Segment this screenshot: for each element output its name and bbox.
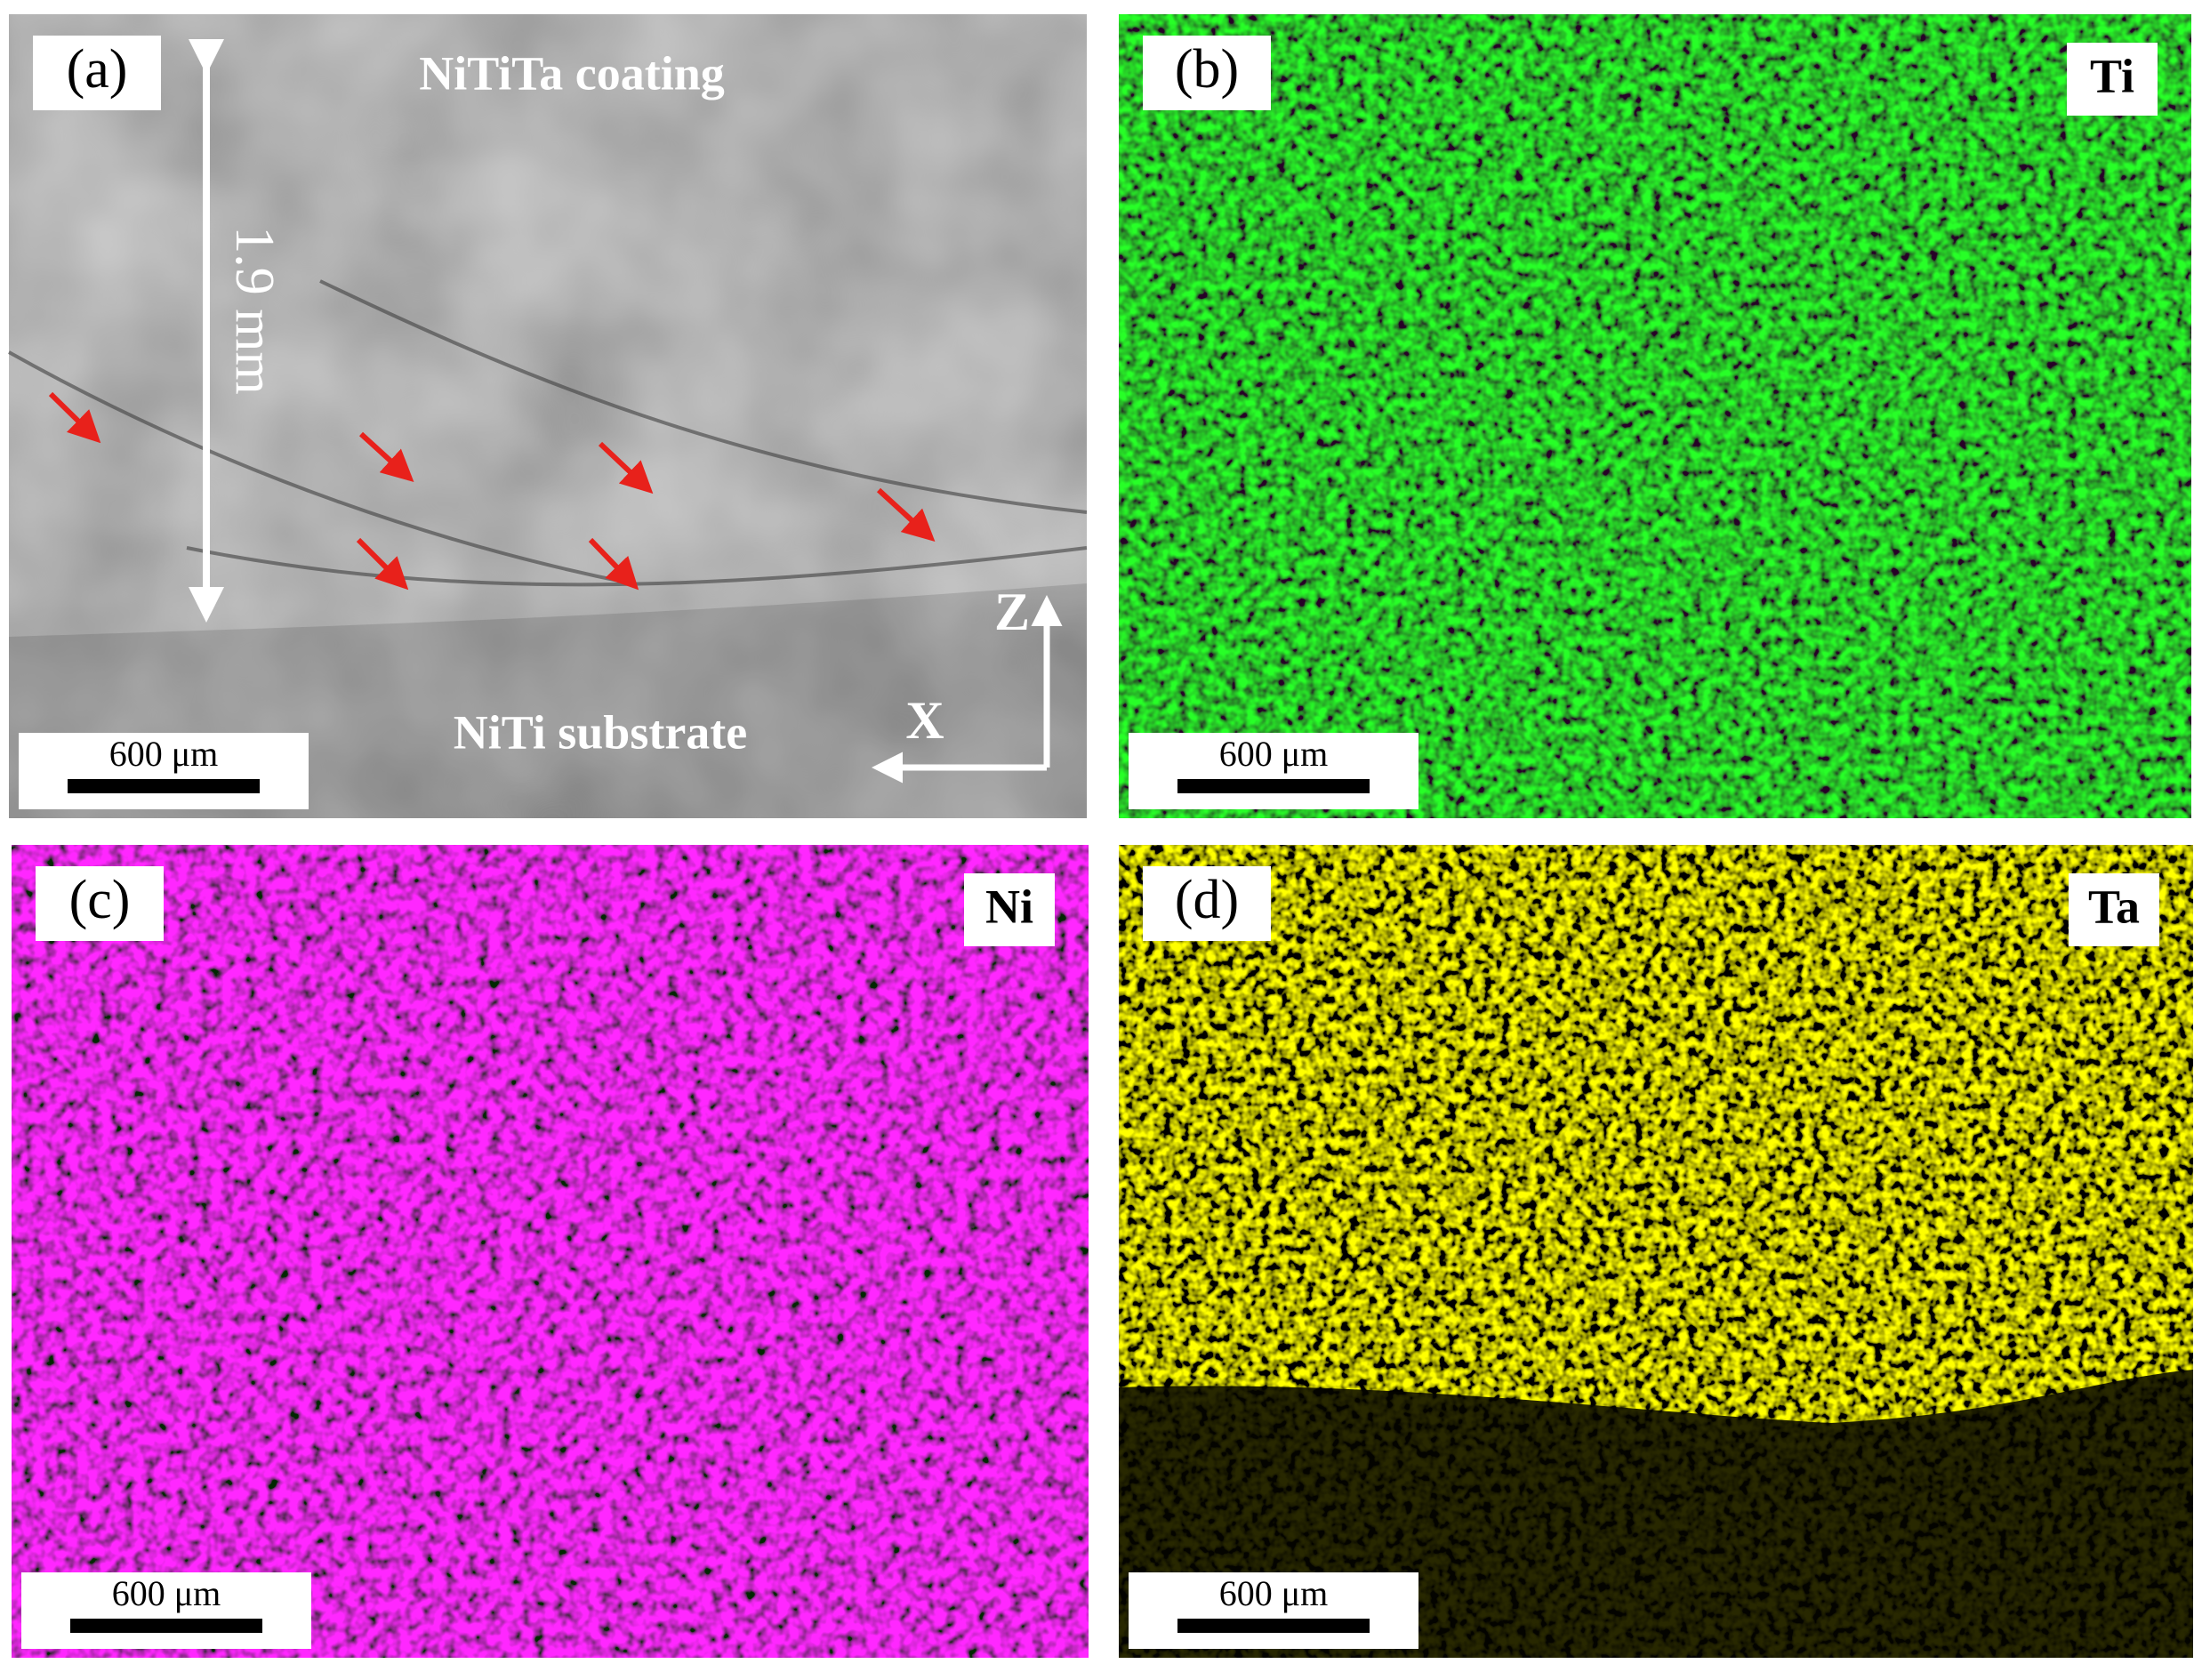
red-arrow	[358, 431, 414, 483]
label-box	[36, 866, 164, 941]
panel-label: (b)	[1175, 39, 1239, 100]
scale-bar-box	[21, 1572, 311, 1649]
x-axis-label: X	[905, 691, 944, 750]
substrate-label: NiTi substrate	[454, 705, 748, 759]
thickness-label: 1.9 mm	[224, 226, 285, 394]
melt-pool-boundary	[186, 546, 1088, 587]
red-arrow	[876, 487, 936, 543]
scale-bar-box	[19, 733, 309, 809]
label-box	[1143, 866, 1271, 941]
scale-bar-label: 600 μm	[109, 734, 219, 774]
scale-bar-label: 600 μm	[1219, 1573, 1329, 1613]
scale-bar-label: 600 μm	[112, 1573, 221, 1613]
element-box	[2069, 873, 2159, 946]
red-arrow	[598, 441, 654, 494]
coating-label: NiTiTa coating	[419, 46, 725, 100]
scale-bar-box	[1129, 1572, 1418, 1649]
micrograph	[1119, 14, 2191, 818]
label-box	[33, 36, 161, 110]
panel: (c) Ni 600 μm	[12, 845, 1089, 1658]
element-label: Ti	[2090, 49, 2134, 102]
element-label: Ta	[2088, 880, 2140, 933]
scale-bar	[70, 1619, 262, 1633]
scale-bar-label: 600 μm	[1219, 734, 1329, 774]
red-arrow	[48, 391, 101, 444]
scale-bar	[68, 779, 260, 793]
red-arrow	[356, 537, 409, 591]
scale-bar-box	[1129, 733, 1418, 809]
element-box	[964, 873, 1055, 946]
melt-pool-boundary	[319, 279, 1088, 514]
panel-label: (a)	[67, 39, 128, 100]
melt-pool-boundary	[8, 350, 632, 585]
panel: (d) Ta 600 μm	[1119, 845, 2193, 1658]
element-box	[2067, 43, 2158, 116]
z-axis-label: Z	[994, 583, 1030, 641]
scale-bar	[1177, 779, 1370, 793]
panel-label: (c)	[69, 870, 131, 930]
panel: (a) 600 μm 1.9 mm NiTiTa coating NiTi substr…	[8, 14, 1088, 818]
label-box	[1143, 36, 1271, 110]
scale-bar	[1177, 1619, 1370, 1633]
element-label: Ni	[985, 880, 1033, 933]
red-arrow	[588, 537, 639, 591]
panel-label: (d)	[1175, 870, 1239, 930]
panel: (b) Ti 600 μm	[1119, 14, 2191, 818]
micrograph	[12, 845, 1089, 1658]
